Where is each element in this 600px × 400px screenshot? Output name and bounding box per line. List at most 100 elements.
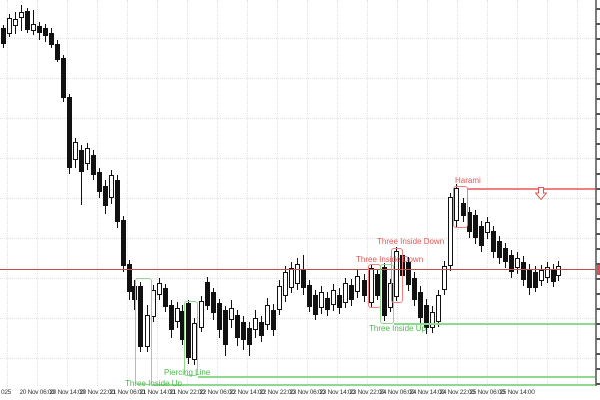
candle-body — [362, 280, 367, 296]
candle-body — [138, 286, 143, 347]
price-axis-tick — [596, 368, 600, 370]
time-label: 23 Nov 22:00 — [349, 389, 385, 396]
candle-body — [223, 310, 228, 345]
candle-body — [97, 172, 102, 192]
pattern-label-three-inside-up-mid: Three Inside Up — [369, 324, 426, 333]
candle-body — [442, 266, 447, 290]
time-axis[interactable]: 025 20 Nov 06:00 20 Nov 14:00 20 Nov 22:00 2… — [0, 386, 600, 400]
grid-line-vertical — [547, 0, 548, 386]
candle-body — [205, 282, 210, 306]
pattern-label-harami: Harami — [455, 176, 481, 185]
candle-body — [43, 28, 48, 36]
grid-line-vertical — [7, 0, 8, 386]
candle-body — [37, 26, 42, 33]
candle-body — [259, 322, 264, 336]
candle-body — [331, 290, 336, 305]
candle-body — [461, 203, 466, 216]
candle-body — [277, 286, 282, 310]
candle-body — [307, 285, 312, 307]
grid-line-vertical — [367, 0, 368, 386]
candle-body — [157, 283, 162, 295]
price-axis-tick — [596, 23, 600, 25]
grid-line-vertical — [337, 0, 338, 386]
pattern-box-three-inside-down-2 — [391, 248, 403, 303]
time-label: 20 Nov 06:00 — [19, 389, 55, 396]
candle-body — [424, 305, 429, 328]
candle-body — [115, 180, 120, 222]
candle-body — [479, 226, 484, 246]
candle-body — [103, 186, 108, 206]
time-label: 025 — [1, 389, 11, 396]
candle-body — [229, 308, 234, 320]
candle-body — [25, 11, 30, 30]
candle-body — [13, 19, 18, 26]
price-axis-tick — [596, 308, 600, 310]
candle-body — [253, 318, 258, 330]
candle-body — [199, 301, 204, 328]
candle-body — [545, 267, 550, 278]
price-axis-tick — [596, 128, 600, 130]
bid-price-tag — [596, 264, 600, 275]
bid-price-line — [0, 269, 595, 270]
grid-line-vertical — [157, 0, 158, 386]
candle-body — [343, 283, 348, 303]
candle-body — [355, 276, 360, 292]
time-label: 24 Nov 14:00 — [409, 389, 445, 396]
time-label: 21 Nov 06:00 — [109, 389, 145, 396]
grid-line-vertical — [187, 0, 188, 386]
candle-body — [265, 305, 270, 325]
candle-body — [67, 97, 72, 168]
price-axis-tick — [596, 158, 600, 160]
price-axis-tick — [596, 83, 600, 85]
pattern-box-three-inside-up-mid — [380, 264, 394, 324]
grid-line-horizontal — [0, 78, 595, 79]
candle-wick — [21, 5, 22, 31]
candle-body — [412, 278, 417, 300]
price-axis-tick — [596, 278, 600, 280]
grid-line-horizontal — [0, 358, 595, 359]
pattern-level-line-piercing-line — [198, 376, 596, 378]
time-label: 21 Nov 14:00 — [139, 389, 175, 396]
price-axis-tick — [596, 98, 600, 100]
grid-line-vertical — [127, 0, 128, 386]
candle-body — [406, 262, 411, 285]
candle-body — [283, 272, 288, 296]
time-label: 24 Nov 22:00 — [439, 389, 475, 396]
grid-line-vertical — [487, 0, 488, 386]
price-axis-tick — [596, 248, 600, 250]
price-axis-tick — [596, 173, 600, 175]
candle-body — [319, 292, 324, 308]
grid-line-horizontal — [0, 38, 595, 39]
candle-body — [175, 308, 180, 322]
price-axis-tick — [596, 38, 600, 40]
grid-line-vertical — [67, 0, 68, 386]
grid-line-vertical — [97, 0, 98, 386]
candlestick-plot-area[interactable]: Harami Three Inside Down Three Inside Down… — [0, 0, 600, 386]
candle-wick — [81, 145, 82, 205]
price-axis-tick — [596, 218, 600, 220]
grid-line-vertical — [247, 0, 248, 386]
price-axis-border[interactable] — [595, 0, 597, 386]
candle-body — [132, 286, 137, 300]
pattern-box-piercing-line — [184, 301, 198, 376]
candle-body — [163, 288, 168, 307]
candle-body — [382, 267, 387, 316]
candle-body — [430, 312, 435, 328]
price-axis-tick — [596, 233, 600, 235]
grid-line-vertical — [37, 0, 38, 386]
price-axis-tick — [596, 338, 600, 340]
candle-body — [369, 268, 374, 303]
candle-body — [497, 241, 502, 258]
time-label: 20 Nov 22:00 — [79, 389, 115, 396]
price-axis-tick — [596, 188, 600, 190]
grid-line-vertical — [307, 0, 308, 386]
candle-body — [509, 255, 514, 272]
candle-body — [503, 248, 508, 262]
candle-body — [418, 292, 423, 318]
candle-body — [473, 215, 478, 238]
candle-body — [551, 270, 556, 282]
grid-line-vertical — [277, 0, 278, 386]
candle-body — [448, 197, 453, 266]
candle-body — [55, 44, 60, 60]
